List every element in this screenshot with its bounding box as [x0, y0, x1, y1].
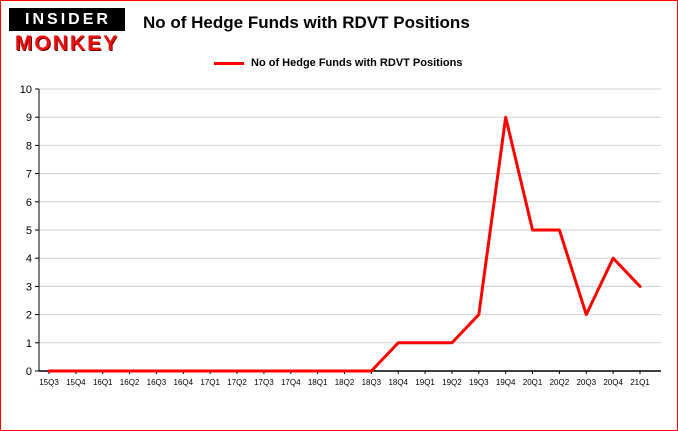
x-axis-label: 19Q4 — [496, 378, 516, 387]
series-line — [47, 115, 642, 373]
x-axis-label: 16Q3 — [147, 378, 167, 387]
insider-monkey-logo: INSIDER MONKEY — [9, 8, 125, 56]
y-axis-label: 8 — [26, 140, 32, 152]
legend-label: No of Hedge Funds with RDVT Positions — [251, 57, 463, 69]
y-axis-label: 7 — [26, 169, 32, 181]
x-axis-label: 20Q1 — [523, 378, 543, 387]
y-axis-label: 4 — [26, 253, 32, 265]
y-axis-label: 10 — [20, 84, 32, 96]
x-axis-label: 20Q4 — [603, 378, 623, 387]
y-axis-label: 5 — [26, 225, 32, 237]
logo-insider-text: INSIDER — [9, 8, 125, 31]
x-axis-label: 19Q2 — [442, 378, 462, 387]
y-axis-label: 0 — [26, 366, 32, 378]
y-axis-label: 6 — [26, 197, 32, 209]
x-axis-label: 17Q1 — [200, 378, 220, 387]
x-axis-label: 18Q2 — [335, 378, 355, 387]
x-axis-label: 18Q4 — [388, 378, 408, 387]
x-axis-label: 17Q4 — [281, 378, 301, 387]
y-axis-label: 1 — [26, 338, 32, 350]
legend: No of Hedge Funds with RDVT Positions — [214, 57, 462, 69]
y-axis-label: 3 — [26, 281, 32, 293]
x-axis-label: 17Q3 — [254, 378, 274, 387]
x-axis-label: 18Q3 — [362, 378, 382, 387]
x-axis-label: 20Q2 — [550, 378, 570, 387]
logo-monkey-text: MONKEY — [14, 32, 120, 55]
legend-line-marker — [214, 61, 244, 65]
x-axis-label: 19Q3 — [469, 378, 489, 387]
x-axis-label: 15Q3 — [39, 378, 59, 387]
x-axis-label: 16Q1 — [93, 378, 113, 387]
x-axis-label: 18Q1 — [308, 378, 328, 387]
x-axis-label: 17Q2 — [227, 378, 247, 387]
x-axis-label: 16Q4 — [174, 378, 194, 387]
x-axis-label: 16Q2 — [120, 378, 140, 387]
x-axis-label: 15Q4 — [66, 378, 86, 387]
x-axis-label: 19Q1 — [415, 378, 435, 387]
y-axis-label: 2 — [26, 310, 32, 322]
x-axis-label: 21Q1 — [630, 378, 650, 387]
y-axis-label: 9 — [26, 112, 32, 124]
x-axis-label: 20Q3 — [576, 378, 596, 387]
chart-title: No of Hedge Funds with RDVT Positions — [143, 13, 470, 32]
